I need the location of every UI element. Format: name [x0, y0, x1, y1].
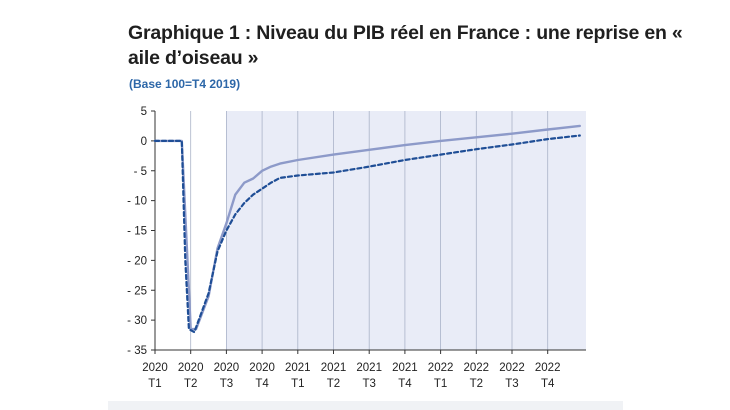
x-tick-label-quarter: T3 — [362, 378, 375, 390]
x-tick-label-quarter: T4 — [541, 378, 555, 390]
x-tick-label-quarter: T3 — [505, 378, 518, 390]
y-tick-label: 5 — [141, 106, 147, 118]
x-tick-label-quarter: T2 — [184, 378, 197, 390]
x-tick-label-year: 2020 — [214, 362, 240, 374]
chart-title: Graphique 1 : Niveau du PIB réel en Fran… — [128, 22, 683, 69]
projection-shaded-region — [226, 111, 586, 350]
y-tick-label: - 5 — [134, 166, 147, 178]
series-line-dashed — [153, 134, 581, 334]
chart-subtitle: (Base 100=T4 2019) — [129, 77, 241, 91]
x-tick-label-quarter: T4 — [255, 378, 269, 390]
x-tick-label-year: 2020 — [142, 362, 168, 374]
y-tick-labels: 5 0 - 5 - 10 - 15 - 20 - 25 - 30 - 35 — [127, 106, 147, 357]
x-tick-label-year: 2022 — [464, 362, 490, 374]
y-tick-label: - 10 — [127, 196, 147, 208]
x-tick-label-year: 2021 — [321, 362, 347, 374]
x-tick-label-year: 2021 — [285, 362, 311, 374]
footer-band — [108, 401, 623, 410]
x-tick-label-quarter: T3 — [220, 378, 233, 390]
x-tick-label-year: 2020 — [178, 362, 204, 374]
x-tick-label-year: 2021 — [392, 362, 418, 374]
x-tick-label-year: 2022 — [499, 362, 525, 374]
x-tick-label-quarter: T1 — [291, 378, 304, 390]
y-tick-label: - 20 — [127, 255, 147, 267]
x-tick-label-quarter: T2 — [470, 378, 483, 390]
x-tick-label-year: 2020 — [249, 362, 275, 374]
series-line-solid — [153, 124, 581, 331]
y-tick-label: - 25 — [127, 285, 147, 297]
x-tick-label-quarter: T1 — [148, 378, 161, 390]
x-tick-label-year: 2021 — [356, 362, 382, 374]
x-tick-labels: 2020 T1 2020 T2 2020 T3 2020 T4 2021 T1 2021 T2 2021… — [142, 362, 560, 390]
y-tick-label: - 15 — [127, 226, 147, 238]
y-tick-label: - 30 — [127, 315, 147, 327]
y-tick-label: 0 — [141, 136, 147, 148]
x-tick-label-quarter: T2 — [327, 378, 340, 390]
x-tick-label-quarter: T4 — [398, 378, 412, 390]
series-layer — [153, 124, 581, 334]
x-tick-label-year: 2022 — [535, 362, 561, 374]
y-tick-label: - 35 — [127, 345, 147, 357]
x-tick-label-quarter: T1 — [434, 378, 447, 390]
axes — [151, 110, 586, 354]
x-tick-label-year: 2022 — [428, 362, 454, 374]
